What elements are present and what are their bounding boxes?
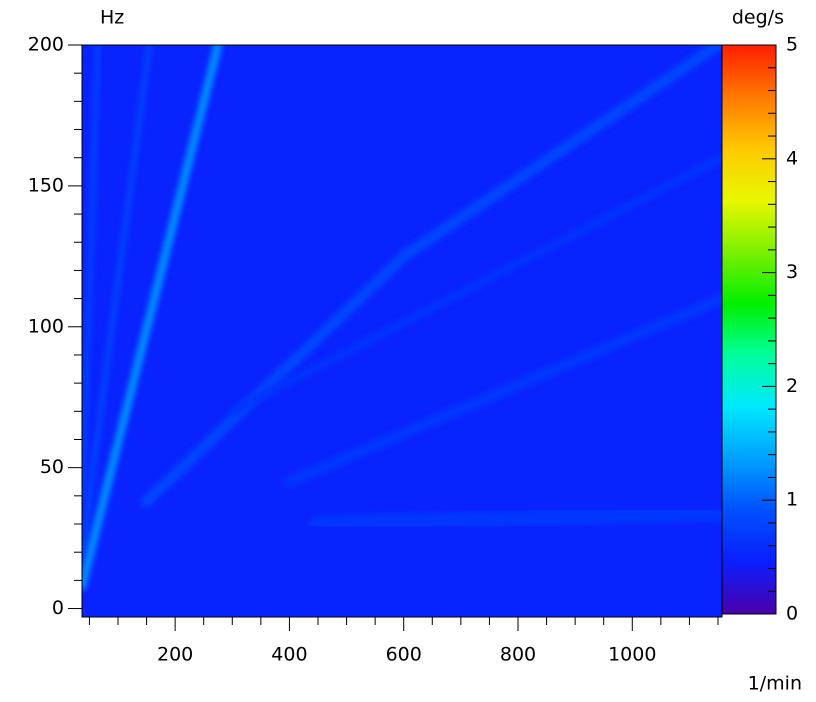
x-tick-label: 800 [500,644,536,666]
x-tick-label: 1000 [608,644,656,666]
x-tick-label: 200 [157,644,193,666]
y-tick-label: 50 [40,456,64,478]
ridge [82,45,153,556]
colorbar-tick-label: 0 [786,603,798,625]
colorbar-tick-label: 2 [786,375,798,397]
colorbar-label: deg/s [732,7,784,29]
y-axis-label: Hz [100,7,124,29]
ridge [228,153,722,416]
ridge [309,504,722,533]
colorbar-tick-label: 5 [786,34,798,56]
x-axis-label: 1/min [748,673,802,695]
ridge [283,292,722,488]
ridge [82,45,223,591]
heatmap-background [82,45,722,617]
heatmap [82,45,722,617]
ridge [140,45,722,508]
x-tick-label: 600 [386,644,422,666]
y-tick-label: 150 [28,174,64,196]
colorbar-tick-label: 3 [786,261,798,283]
y-tick-label: 100 [28,315,64,337]
colorbar-tick-label: 1 [786,489,798,511]
ridge [82,45,101,499]
colorbar-tick-label: 4 [786,147,798,169]
y-tick-label: 0 [52,597,64,619]
y-tick-label: 200 [28,34,64,56]
colorbar [721,44,777,615]
x-tick-label: 400 [271,644,307,666]
